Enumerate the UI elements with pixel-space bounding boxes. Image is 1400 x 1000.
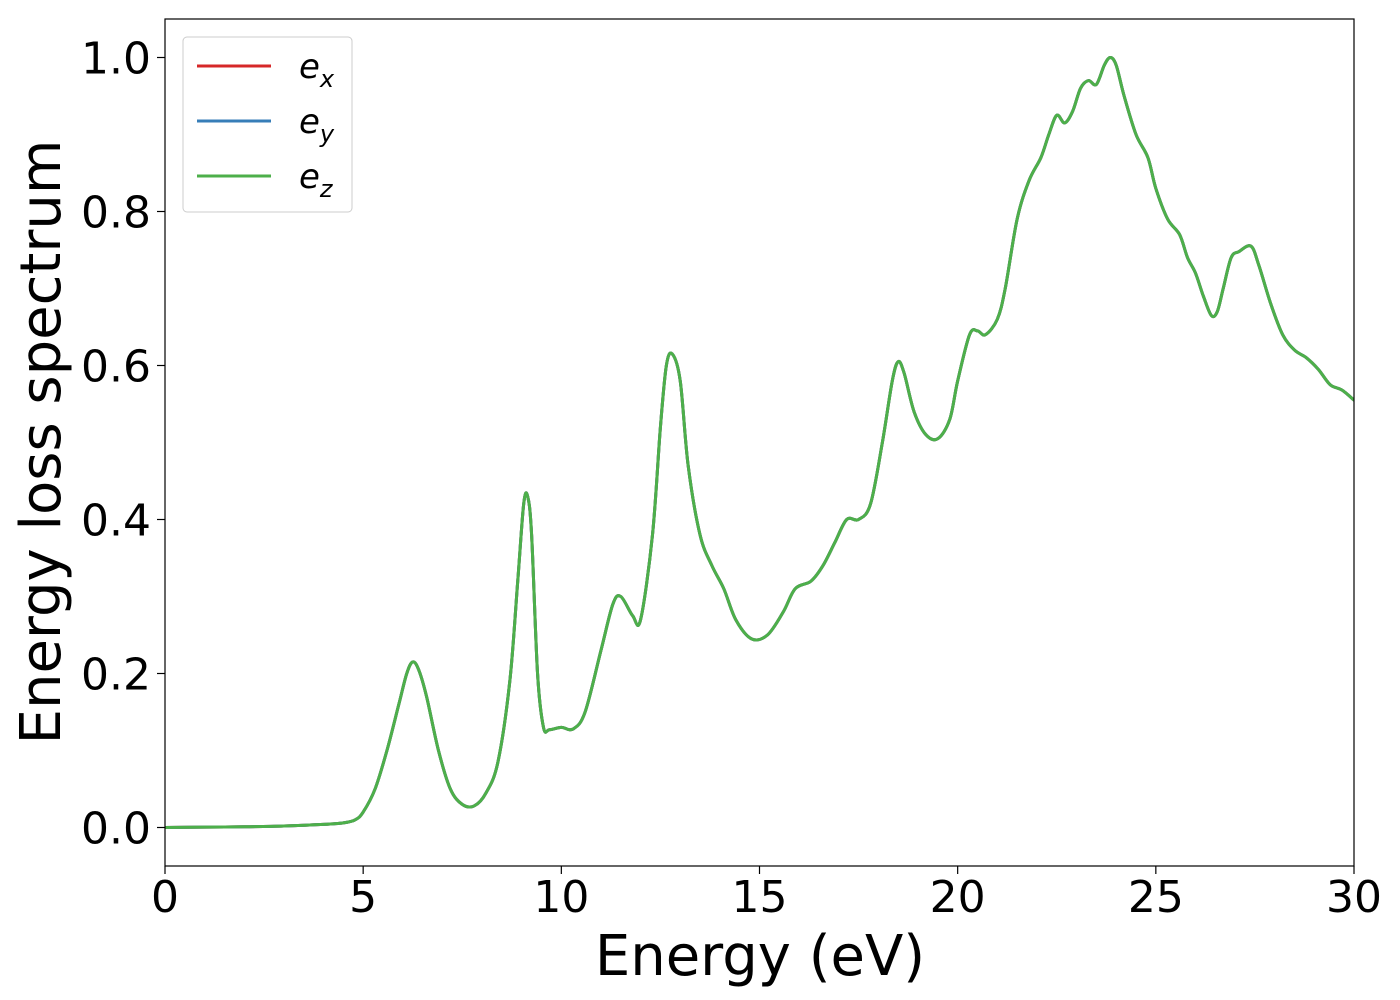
legend-label-y: ey [299, 102, 335, 148]
y-tick-label: 0.6 [81, 342, 151, 393]
x-axis-label: Energy (eV) [595, 924, 925, 989]
x-tick-label: 15 [732, 872, 788, 923]
legend-label-base: e [299, 47, 320, 87]
x-tick-label: 0 [151, 872, 179, 923]
legend-label-subscript: z [319, 175, 334, 203]
legend-label-base: e [299, 157, 320, 197]
x-axis-ticks: 0 5 10 15 20 25 30 [151, 866, 1382, 923]
y-tick-label: 0.2 [81, 650, 151, 701]
series-layer [165, 56, 1354, 829]
series-line-z [165, 56, 1354, 829]
legend-label-base: e [299, 102, 320, 142]
x-tick-label: 20 [930, 872, 986, 923]
x-tick-label: 30 [1326, 872, 1382, 923]
y-tick-label: 0.0 [81, 804, 151, 855]
y-tick-label: 0.4 [81, 496, 151, 547]
legend-frame [182, 36, 353, 213]
y-axis-ticks: 0.0 0.2 0.4 0.6 0.8 1.0 [81, 34, 165, 855]
legend-label-z: ez [299, 157, 334, 203]
legend-label-x: ex [299, 47, 335, 93]
y-tick-label: 1.0 [81, 34, 151, 85]
y-tick-label: 0.8 [81, 188, 151, 239]
legend-label-subscript: y [319, 120, 335, 148]
legend-label-subscript: x [319, 65, 335, 93]
x-tick-label: 5 [349, 872, 377, 923]
x-tick-label: 25 [1128, 872, 1184, 923]
x-tick-label: 10 [533, 872, 589, 923]
y-axis-label: Energy loss spectrum [9, 140, 74, 745]
plot-area [165, 19, 1354, 866]
